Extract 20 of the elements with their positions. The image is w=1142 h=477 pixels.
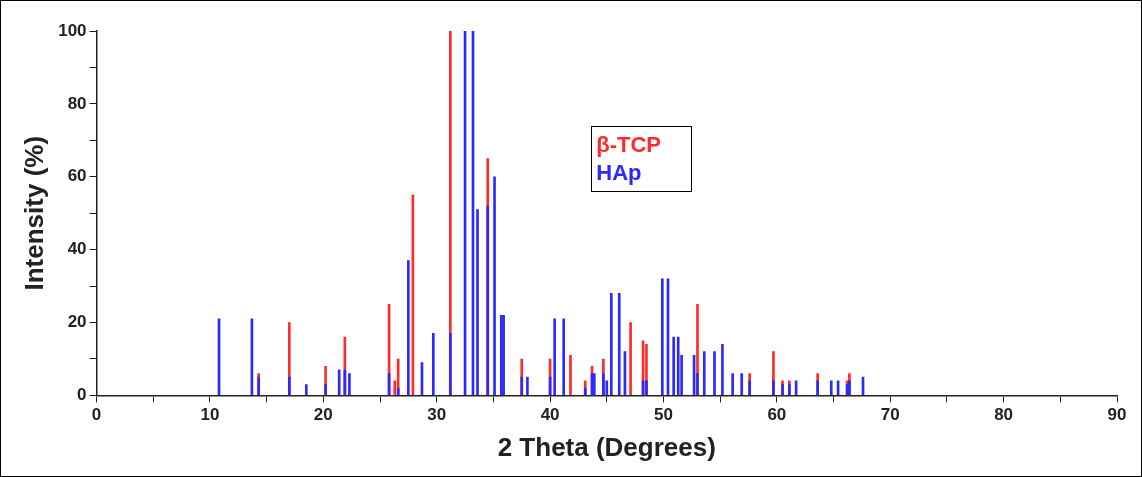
x-tick-label: 0 — [91, 405, 102, 425]
y-tick-label: 100 — [58, 20, 87, 40]
x-axis-title: 2 Theta (Degrees) — [497, 431, 716, 462]
x-tick-label: 90 — [1107, 405, 1127, 425]
text: β-TCP — [596, 131, 662, 159]
y-tick-label: 80 — [67, 93, 87, 113]
x-tick-label: 10 — [200, 405, 220, 425]
y-tick-label: 0 — [77, 385, 87, 405]
x-tick-label: 60 — [767, 405, 787, 425]
x-tick-label: 30 — [427, 405, 447, 425]
x-tick-label: 50 — [654, 405, 673, 425]
y-tick-label: 60 — [67, 166, 87, 186]
text: HAp — [596, 159, 643, 187]
y-tick-label: 40 — [67, 239, 87, 259]
y-tick-label: 20 — [67, 312, 87, 332]
x-tick-label: 80 — [994, 405, 1014, 425]
y-axis-title: Intensity (%) — [18, 135, 49, 291]
x-tick-label: 20 — [313, 405, 333, 425]
x-tick-label: 70 — [880, 405, 900, 425]
x-tick-label: 40 — [540, 405, 560, 425]
